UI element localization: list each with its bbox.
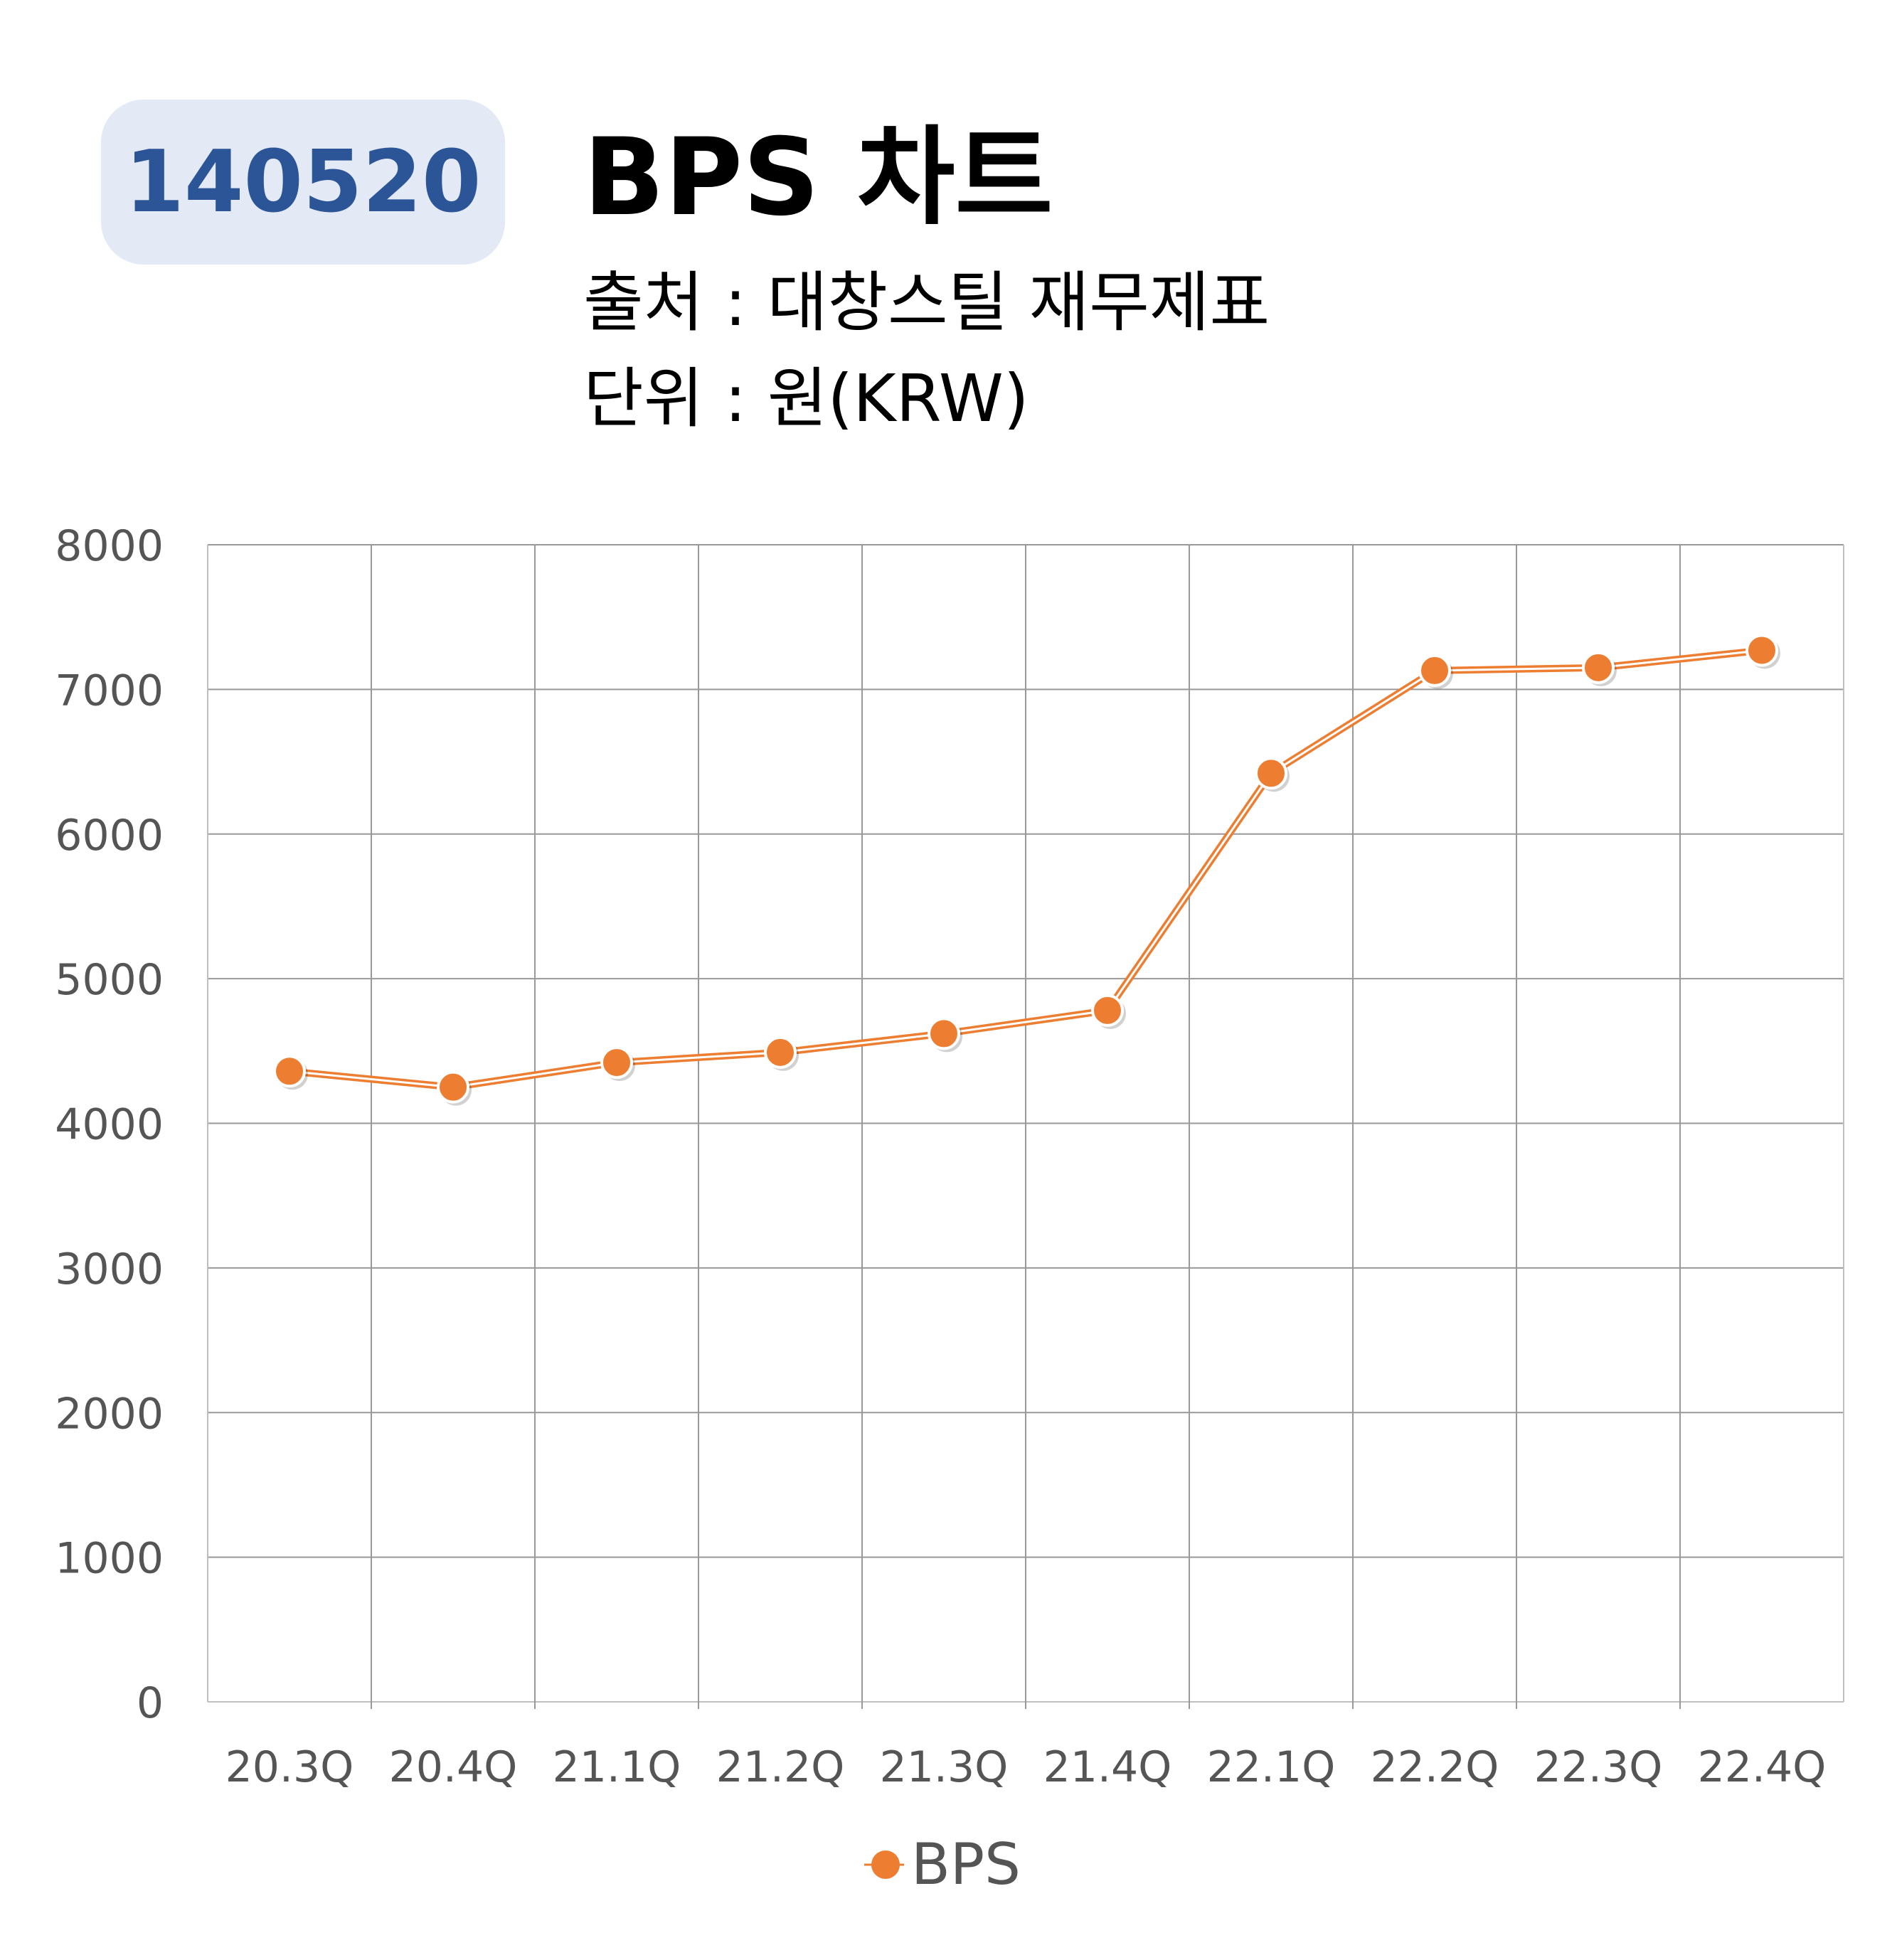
source-label: 출처 : 대창스틸 재무제표 bbox=[583, 265, 1270, 341]
x-tick-label: 21.1Q bbox=[553, 1742, 681, 1792]
y-tick-label: 6000 bbox=[55, 811, 164, 861]
x-tick-label: 22.3Q bbox=[1534, 1742, 1663, 1792]
data-point bbox=[600, 1046, 633, 1080]
data-point bbox=[1582, 651, 1615, 684]
y-tick-label: 4000 bbox=[55, 1100, 164, 1150]
x-tick-label: 21.4Q bbox=[1043, 1742, 1172, 1792]
x-tick-label: 20.4Q bbox=[389, 1742, 518, 1792]
legend-label: BPS bbox=[911, 1831, 1021, 1897]
data-point bbox=[273, 1055, 306, 1088]
data-point bbox=[928, 1017, 960, 1050]
x-tick-label: 22.4Q bbox=[1698, 1742, 1827, 1792]
data-point bbox=[764, 1035, 797, 1069]
data-point bbox=[1255, 757, 1287, 790]
data-point bbox=[1745, 634, 1778, 667]
x-tick-label: 21.3Q bbox=[880, 1742, 1009, 1792]
x-tick-label: 22.1Q bbox=[1207, 1742, 1336, 1792]
x-tick-label: 21.2Q bbox=[716, 1742, 845, 1792]
unit-label: 단위 : 원(KRW) bbox=[583, 361, 1029, 437]
x-tick-label: 22.2Q bbox=[1371, 1742, 1499, 1792]
x-tick-label: 20.3Q bbox=[225, 1742, 354, 1792]
chart-title: BPS 차트 bbox=[583, 116, 1053, 240]
series-line-inner bbox=[289, 649, 1763, 1089]
data-point bbox=[437, 1070, 469, 1104]
chart-legend: BPS bbox=[864, 1831, 1021, 1897]
y-tick-label: 7000 bbox=[55, 666, 164, 715]
stock-code-badge: 140520 bbox=[101, 100, 505, 265]
legend-marker-icon bbox=[864, 1845, 904, 1885]
y-tick-label: 3000 bbox=[55, 1245, 164, 1294]
y-tick-label: 5000 bbox=[55, 955, 164, 1005]
data-point bbox=[1091, 994, 1124, 1027]
stock-code: 140520 bbox=[124, 132, 482, 232]
data-point bbox=[1418, 654, 1451, 687]
y-tick-label: 8000 bbox=[55, 521, 164, 571]
y-tick-label: 1000 bbox=[55, 1534, 164, 1584]
y-tick-label: 2000 bbox=[55, 1389, 164, 1439]
y-tick-label: 0 bbox=[137, 1678, 164, 1728]
